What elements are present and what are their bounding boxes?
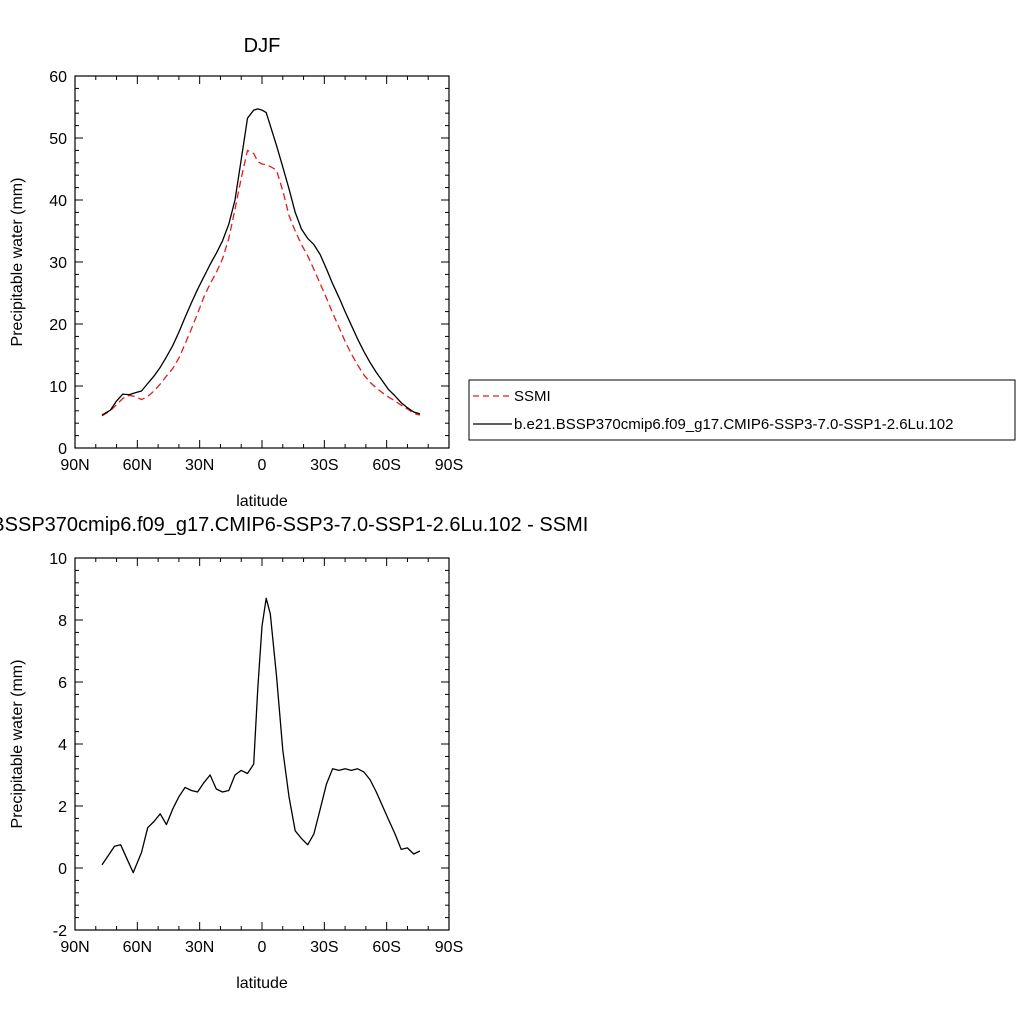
bottom-chart-y-axis-label: Precipitable water (mm)	[9, 660, 26, 829]
bottom-chart-series-line-0	[101, 597, 421, 874]
top-chart-legend: SSMI b.e21.BSSP370cmip6.f09_g17.CMIP6-SS…	[468, 379, 1016, 441]
top-chart-ticks: 90N 60N 30N 0 30S 60S 90S 0 10 20 30 40 50 60	[49, 69, 463, 474]
legend-label-ssmi: SSMI	[514, 388, 551, 405]
top-chart-y-tick-label: 50	[49, 131, 67, 148]
bottom-chart-x-tick-label: 30S	[310, 939, 338, 956]
bottom-chart-x-axis-label: latitude	[236, 975, 288, 992]
top-chart-series-line-0	[101, 149, 421, 417]
bottom-chart-title: b.e21.BSSP370cmip6.f09_g17.CMIP6-SSP3-7.…	[0, 514, 588, 536]
top-chart-y-axis-label: Precipitable water (mm)	[9, 178, 26, 347]
bottom-chart-x-tick-label: 60S	[372, 939, 400, 956]
bottom-chart-ticks: 90N 60N 30N 0 30S 60S 90S -2 0 2 4 6 8 10	[49, 551, 463, 956]
top-chart-frame	[74, 75, 450, 449]
bottom-chart: b.e21.BSSP370cmip6.f09_g17.CMIP6-SSP3-7.…	[0, 514, 588, 992]
bottom-chart-y-tick-label: 2	[58, 799, 67, 816]
bottom-chart-x-tick-label: 90N	[60, 939, 89, 956]
bottom-chart-x-tick-label: 90S	[435, 939, 463, 956]
bottom-chart-y-tick-label: 4	[58, 737, 67, 754]
top-chart-x-tick-label: 90S	[435, 457, 463, 474]
top-chart-x-axis-label: latitude	[236, 493, 288, 510]
top-chart-x-tick-label: 0	[258, 457, 267, 474]
bottom-chart-y-tick-label: 6	[58, 675, 67, 692]
top-chart-y-tick-label: 30	[49, 255, 67, 272]
top-chart-y-tick-label: 20	[49, 317, 67, 334]
bottom-chart-x-tick-label: 0	[258, 939, 267, 956]
bottom-chart-y-tick-label: 0	[58, 861, 67, 878]
top-chart-y-tick-label: 60	[49, 69, 67, 86]
top-chart-x-tick-label: 30N	[185, 457, 214, 474]
top-chart-x-tick-label: 30S	[310, 457, 338, 474]
top-chart-title: DJF	[244, 35, 281, 57]
bottom-chart-y-tick-label: 10	[49, 551, 67, 568]
top-chart-series-line-1	[101, 108, 421, 416]
bottom-chart-frame	[74, 557, 450, 931]
top-chart-y-tick-label: 10	[49, 379, 67, 396]
top-chart-x-tick-label: 60S	[372, 457, 400, 474]
top-chart: DJF 90N 60N 30N 0 30S 60S 90S 0 10 20 30 40 50 60 lat…	[9, 35, 463, 510]
legend-label-model: b.e21.BSSP370cmip6.f09_g17.CMIP6-SSP3-7.…	[514, 416, 953, 433]
top-chart-y-tick-label: 0	[58, 441, 67, 458]
legend-frame	[468, 379, 1016, 441]
top-chart-x-tick-label: 60N	[123, 457, 152, 474]
bottom-chart-x-tick-label: 30N	[185, 939, 214, 956]
bottom-chart-x-tick-label: 60N	[123, 939, 152, 956]
bottom-chart-y-tick-label: 8	[58, 613, 67, 630]
top-chart-y-tick-label: 40	[49, 193, 67, 210]
top-chart-x-tick-label: 90N	[60, 457, 89, 474]
bottom-chart-y-tick-label: -2	[53, 923, 67, 940]
bottom-chart-series-layer	[101, 597, 421, 874]
top-chart-series-layer	[101, 108, 421, 417]
